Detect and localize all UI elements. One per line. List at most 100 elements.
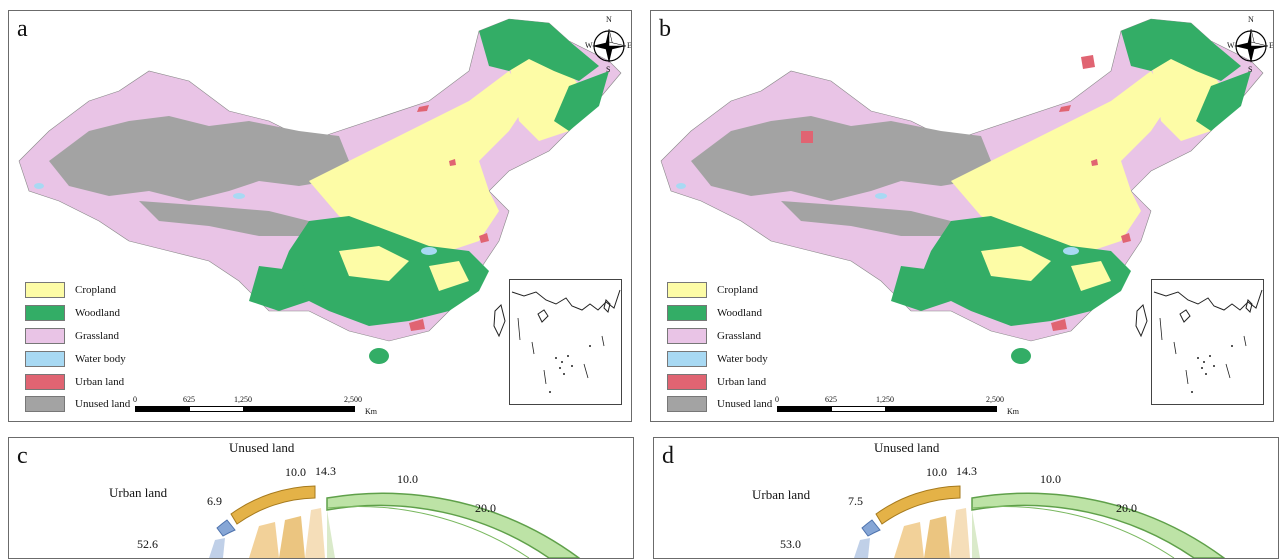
legend-item: Grassland: [25, 325, 185, 348]
legend-swatch: [25, 282, 65, 299]
urban-land: [1051, 319, 1067, 331]
legend-item: Woodland: [25, 302, 185, 325]
chord-tick-label: 20.0: [475, 501, 496, 515]
urban-land: [1121, 233, 1131, 243]
legend-label: Grassland: [717, 329, 761, 342]
scale-unit: Km: [1007, 407, 1019, 416]
cropland-region: [309, 71, 529, 251]
legend-label: Water body: [717, 352, 768, 365]
north-arrow-icon: N S W E: [1227, 15, 1274, 75]
legend-item: Urban land: [25, 370, 185, 393]
legend-label: Unused land: [717, 398, 773, 411]
unused-land-region: [691, 116, 991, 201]
legend-label: Urban land: [75, 375, 125, 388]
woodland-region: [554, 71, 609, 131]
compass-e: E: [1269, 41, 1274, 50]
chord-tick-label: 10.0: [285, 465, 306, 479]
compass-n: N: [606, 15, 612, 24]
legend-label: Woodland: [717, 307, 762, 320]
chord-tick-label: 53.0: [780, 537, 801, 551]
scale-tick: 625: [825, 395, 837, 404]
taiwan-outline: [1135, 304, 1148, 338]
chord-panel-d: d Unused land Urban land 10.0 14.3 10.0 …: [653, 437, 1279, 559]
scale-unit: Km: [365, 407, 377, 416]
compass-w: W: [1227, 41, 1235, 50]
cropland-region: [1071, 261, 1111, 291]
urban-land: [801, 131, 813, 143]
taiwan-outline: [493, 304, 506, 338]
legend-swatch: [667, 373, 707, 390]
chord-tick-label: 10.0: [926, 465, 947, 479]
chord-tick-label: 10.0: [397, 472, 418, 486]
legend-label: Cropland: [717, 284, 758, 297]
legend-label: Unused land: [75, 398, 131, 411]
urban-land: [417, 105, 429, 112]
map-panel-a: a N S W E Cropland Woodland Grassland Wa…: [8, 10, 632, 422]
map-panel-b: b N S W E Cropland Woodland Grassland Wa…: [650, 10, 1274, 422]
chord-tick-label: 10.0: [1040, 472, 1061, 486]
water-body: [875, 193, 887, 199]
woodland-region: [249, 266, 309, 311]
cropland-region: [339, 246, 409, 281]
cropland-region: [429, 261, 469, 291]
urban-land: [1081, 55, 1095, 69]
urban-land: [479, 233, 489, 243]
legend-item: Urban land: [667, 370, 827, 393]
panel-label: a: [17, 16, 28, 42]
urban-land: [1091, 159, 1098, 166]
legend-swatch: [667, 350, 707, 367]
scale-tick: 2,500: [344, 395, 362, 404]
land-use-map: [660, 18, 1264, 364]
scale-tick: 625: [183, 395, 195, 404]
compass-n: N: [1248, 15, 1254, 24]
chord-label-urban-land: Urban land: [109, 485, 168, 500]
chord-tick-label: 14.3: [956, 464, 977, 478]
land-use-map: [18, 18, 622, 364]
cropland-region: [981, 246, 1051, 281]
chord-label-urban-land: Urban land: [752, 487, 811, 502]
woodland-region: [479, 19, 599, 81]
legend-swatch: [667, 282, 707, 299]
unused-land-region: [781, 201, 971, 236]
compass-e: E: [627, 41, 632, 50]
hainan-island: [369, 348, 389, 364]
urban-land: [409, 319, 425, 331]
compass-w: W: [585, 41, 593, 50]
scale-bar: 0 625 1,250 2,500 Km: [133, 395, 377, 421]
panel-label: c: [17, 443, 28, 469]
legend-item: Unused land: [25, 393, 185, 416]
legend-item: Water body: [25, 347, 185, 370]
legend-swatch: [25, 373, 65, 390]
unused-land-region: [139, 201, 329, 236]
legend-item: Unused land: [667, 393, 827, 416]
legend-item: Water body: [667, 347, 827, 370]
woodland-region: [1196, 71, 1251, 131]
chord-tick-label: 14.3: [315, 464, 336, 478]
legend-item: Woodland: [667, 302, 827, 325]
water-body: [233, 193, 245, 199]
urban-land: [449, 159, 456, 166]
chord-panel-c: c Unused land Urban land 10.0 14.3 10.0 …: [8, 437, 634, 559]
scale-tick: 2,500: [986, 395, 1004, 404]
chord-tick-label: 6.9: [207, 494, 222, 508]
chord-tick-label: 20.0: [1116, 501, 1137, 515]
north-arrow-icon: N S W E: [585, 15, 632, 75]
chord-tick-label: 52.6: [137, 537, 158, 551]
legend-item: Cropland: [25, 279, 185, 302]
legend-swatch: [25, 350, 65, 367]
legend-item: Grassland: [667, 325, 827, 348]
scale-bar: 0 625 1,250 2,500 Km: [775, 395, 1019, 421]
scale-tick: 1,250: [876, 395, 894, 404]
legend-label: Water body: [75, 352, 126, 365]
scale-tick: 0: [775, 395, 779, 404]
chord-diagram: [209, 485, 581, 558]
legend-label: Grassland: [75, 329, 119, 342]
compass-s: S: [1248, 65, 1253, 74]
scale-tick: 1,250: [234, 395, 252, 404]
water-body: [421, 247, 437, 255]
legend-swatch: [667, 396, 707, 413]
water-body: [676, 183, 686, 189]
legend-label: Urban land: [717, 375, 767, 388]
south-china-sea-inset: [509, 279, 622, 405]
urban-land: [1059, 105, 1071, 112]
